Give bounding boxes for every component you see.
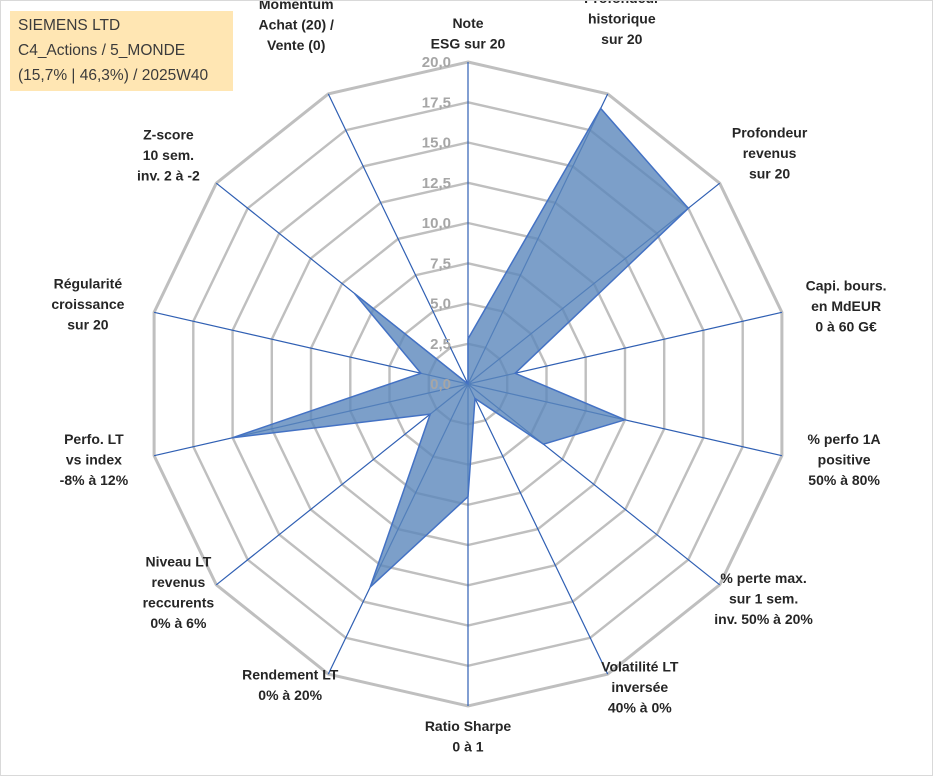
chart-title-box: SIEMENS LTD C4_Actions / 5_MONDE (15,7% … [10, 11, 233, 91]
axis-label-line: 0% à 20% [258, 687, 322, 703]
axis-label-line: en MdEUR [811, 298, 881, 314]
axis-label: Momentum Achat (20) / Vente (0) [258, 1, 334, 53]
axis-label: Perfo. LT vs index -8% à 12% [60, 431, 129, 488]
radar-series [233, 108, 689, 587]
title-line-1: SIEMENS LTD [18, 13, 233, 38]
axis-label-line: vs index [66, 452, 122, 468]
axis-label-line: croissance [51, 296, 124, 312]
axis-label: % perte max. sur 1 sem. inv. 50% à 20% [714, 570, 813, 627]
axis-label-line: Z-score [143, 127, 194, 143]
axis-label-line: Niveau LT [145, 554, 211, 570]
axis-label: Niveau LT revenus reccurents 0% à 6% [143, 554, 215, 632]
axis-label: Volatilité LT inversée 40% à 0% [601, 659, 679, 716]
axis-label: Capi. bours. en MdEUR 0 à 60 G€ [806, 277, 887, 334]
axis-label-line: sur 20 [749, 166, 790, 182]
tick-label: 7,5 [430, 255, 451, 272]
axis-label-line: 40% à 0% [608, 700, 672, 716]
axis-label: Profondeur historique sur 20 [584, 1, 660, 47]
axis-label: Ratio Sharpe 0 à 1 [425, 718, 512, 755]
tick-label: 15,0 [422, 135, 451, 152]
axis-label-line: historique [588, 11, 656, 27]
axis-label-line: revenus [743, 145, 797, 161]
axis-label-line: Momentum [259, 1, 334, 12]
axis-label-line: % perte max. [720, 570, 806, 586]
axis-label: Z-score 10 sem. inv. 2 à -2 [137, 127, 200, 184]
tick-label: 2,5 [430, 336, 451, 353]
axis-label-line: Profondeur [584, 1, 660, 6]
axis-label: Régularité croissance sur 20 [51, 275, 124, 332]
axis-label: Note ESG sur 20 [431, 15, 506, 52]
axis-label-line: Volatilité LT [601, 659, 679, 675]
axis-label-line: Perfo. LT [64, 431, 124, 447]
axis-label-line: reccurents [143, 595, 215, 611]
axis-label-line: Achat (20) / [258, 17, 334, 33]
tick-label: 20,0 [422, 54, 451, 71]
axis-label-line: Note [452, 15, 483, 31]
axis-label-line: revenus [152, 574, 206, 590]
axis-label-line: Profondeur [732, 125, 808, 141]
tick-label: 0,0 [430, 376, 451, 393]
axis-label-line: Capi. bours. [806, 277, 887, 293]
axis-label-line: -8% à 12% [60, 472, 129, 488]
title-line-2: C4_Actions / 5_MONDE [18, 38, 233, 63]
axis-label-line: 0 à 1 [452, 739, 483, 755]
radial-tick-labels: 0,0 2,5 5,0 7,5 10,0 12,5 15,0 17,5 20,0 [422, 54, 451, 393]
tick-label: 12,5 [422, 175, 451, 192]
axis-label-line: sur 20 [601, 31, 642, 47]
axis-label-line: 0 à 60 G€ [815, 318, 877, 334]
axis-label-line: inv. 2 à -2 [137, 168, 200, 184]
axis-label-line: Régularité [54, 275, 123, 291]
axis-label-line: Rendement LT [242, 667, 339, 683]
axis-label-line: 0% à 6% [150, 615, 207, 631]
axis-label: Profondeur revenus sur 20 [732, 125, 808, 182]
axis-label-line: sur 1 sem. [729, 590, 798, 606]
axis-label-line: 50% à 80% [808, 472, 880, 488]
tick-label: 17,5 [422, 94, 451, 111]
axis-label-line: 10 sem. [143, 147, 194, 163]
axis-label-line: sur 20 [67, 316, 108, 332]
axis-label-line: positive [818, 452, 871, 468]
tick-label: 5,0 [430, 296, 451, 313]
axis-label-line: % perfo 1A [808, 431, 881, 447]
tick-label: 10,0 [422, 215, 451, 232]
axis-label-line: inversée [611, 679, 668, 695]
axis-label: % perfo 1A positive 50% à 80% [808, 431, 881, 488]
axis-label-line: Ratio Sharpe [425, 718, 512, 734]
axis-label-line: inv. 50% à 20% [714, 611, 813, 627]
title-line-3: (15,7% | 46,3%) / 2025W40 [18, 63, 233, 88]
axis-label-line: Vente (0) [267, 37, 325, 53]
axis-label: Rendement LT 0% à 20% [242, 667, 339, 704]
axis-label-line: ESG sur 20 [431, 36, 506, 52]
